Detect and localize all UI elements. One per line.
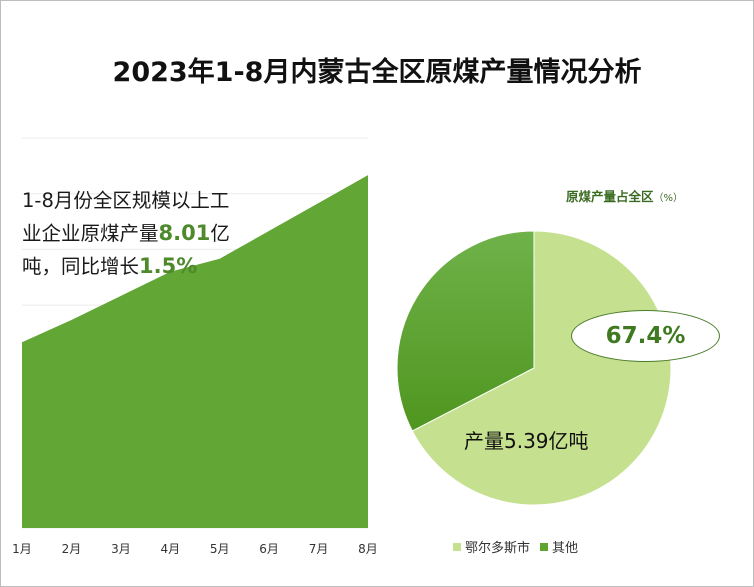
annotation-line-3: 吨，同比增长1.5% [22, 250, 282, 283]
percent-callout: 67.4% [571, 310, 720, 362]
legend-item-other: 其他 [540, 537, 578, 556]
summary-annotation: 1-8月份全区规模以上工 业企业原煤产量8.01亿 吨，同比增长1.5% [22, 184, 282, 283]
annotation-line-3-prefix: 吨，同比增长 [22, 255, 140, 278]
x-tick-label: 8月 [358, 542, 378, 556]
annotation-line-2-suffix: 亿 [210, 222, 230, 245]
output-label-prefix: 产量 [464, 429, 504, 453]
x-tick-label: 4月 [160, 542, 180, 556]
x-tick-label: 3月 [111, 542, 131, 556]
annotation-line-2: 业企业原煤产量8.01亿 [22, 217, 282, 250]
x-tick-label: 2月 [62, 542, 82, 556]
output-label-value: 5.39 [504, 429, 549, 453]
pie-chart [396, 230, 672, 506]
annotation-line-2-prefix: 业企业原煤产量 [22, 222, 159, 245]
ordos-output-label: 产量5.39亿吨 [464, 425, 589, 454]
output-value: 8.01 [158, 221, 211, 245]
growth-value: 1.5% [139, 254, 198, 278]
area-x-axis: 1月 2月 3月 4月 5月 6月 7月 8月 [12, 542, 378, 556]
legend-label-ordos: 鄂尔多斯市 [465, 541, 531, 556]
x-tick-label: 5月 [210, 542, 230, 556]
pie-slice-ordos [411, 230, 672, 506]
annotation-line-1: 1-8月份全区规模以上工 [22, 189, 230, 212]
pie-title: 原煤产量占全区（%） [566, 186, 683, 205]
legend-item-ordos: 鄂尔多斯市 [453, 537, 530, 556]
legend-swatch-other [540, 542, 549, 551]
pie-title-text: 原煤产量占全区 [566, 189, 654, 204]
area-series [22, 175, 368, 528]
x-tick-label: 7月 [309, 542, 329, 556]
pie-slice-other [396, 230, 535, 432]
legend-swatch-ordos [453, 542, 461, 551]
pie-legend: 鄂尔多斯市 其他 [453, 537, 588, 556]
chart-title: 2023年1-8月内蒙古全区原煤产量情况分析 [112, 57, 642, 88]
legend-label-other: 其他 [552, 541, 579, 556]
x-tick-label: 6月 [259, 542, 279, 556]
output-label-suffix: 亿吨 [548, 429, 589, 453]
x-tick-label: 1月 [12, 542, 32, 556]
pie-title-unit: （%） [653, 193, 684, 204]
